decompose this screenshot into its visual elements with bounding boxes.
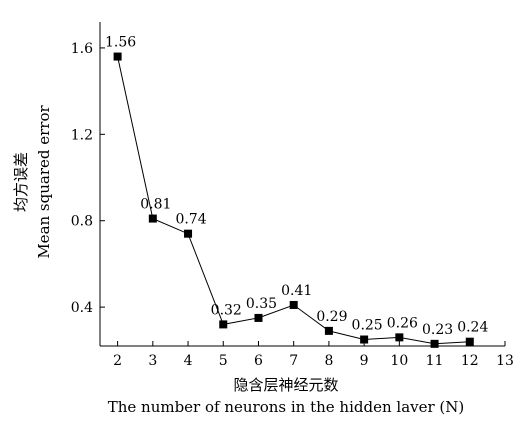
- data-point: [360, 335, 369, 344]
- data-label: 1.56: [105, 35, 136, 51]
- data-label: 0.24: [457, 320, 488, 336]
- x-axis-title-chinese: 隐含层神经元数: [233, 376, 338, 394]
- data-point: [289, 300, 298, 309]
- y-axis-title-chinese: 均方误差: [12, 152, 30, 212]
- data-point: [254, 313, 263, 322]
- x-tick-label: 4: [184, 353, 193, 369]
- data-labels: 1.56 0.810.74 0.32 0.350.410.29 0.25 0.26 0.23…: [105, 35, 488, 338]
- x-tick-label: 9: [360, 353, 369, 369]
- data-label: 0.29: [316, 309, 347, 325]
- data-label: 0.23: [422, 322, 453, 338]
- data-point: [465, 337, 474, 346]
- x-axis-ticks: 2 3 4 5 6 7 8 9 10 11 12 13: [113, 341, 514, 369]
- data-label: 0.26: [387, 315, 418, 331]
- y-tick-label: 0.8: [71, 214, 93, 230]
- y-tick-label: 0.4: [71, 300, 93, 316]
- data-label: 0.25: [352, 318, 383, 334]
- data-label: 0.35: [246, 296, 277, 312]
- data-label: 0.41: [281, 283, 312, 299]
- data-label: 0.81: [140, 197, 171, 213]
- x-tick-label: 8: [324, 353, 333, 369]
- x-axis-title-english: The number of neurons in the hidden lave…: [108, 398, 465, 416]
- x-tick-label: 12: [461, 353, 479, 369]
- data-point: [184, 229, 193, 238]
- x-tick-label: 3: [148, 353, 157, 369]
- data-point: [430, 339, 439, 348]
- x-tick-label: 5: [219, 353, 228, 369]
- x-tick-label: 10: [390, 353, 408, 369]
- y-axis-title-english: Mean squared error: [35, 105, 53, 259]
- data-point: [148, 214, 157, 223]
- x-tick-label: 11: [426, 353, 444, 369]
- data-point: [113, 52, 122, 61]
- y-tick-label: 1.6: [71, 41, 93, 57]
- data-point: [219, 320, 228, 329]
- x-tick-label: 6: [254, 353, 263, 369]
- series-markers: [113, 52, 474, 348]
- data-label: 0.74: [175, 212, 206, 228]
- x-tick-label: 13: [496, 353, 514, 369]
- x-tick-label: 2: [113, 353, 122, 369]
- data-point: [324, 326, 333, 335]
- y-tick-label: 1.2: [71, 127, 93, 143]
- data-label: 0.32: [211, 302, 242, 318]
- y-axis-ticks: 0.4 0.8 1.2 1.6: [71, 41, 105, 316]
- data-point: [395, 333, 404, 342]
- plot-area: 2 3 4 5 6 7 8 9 10 11 12 13 0.40.81.21.6 1.560.810.…: [71, 22, 514, 369]
- x-tick-label: 7: [289, 353, 298, 369]
